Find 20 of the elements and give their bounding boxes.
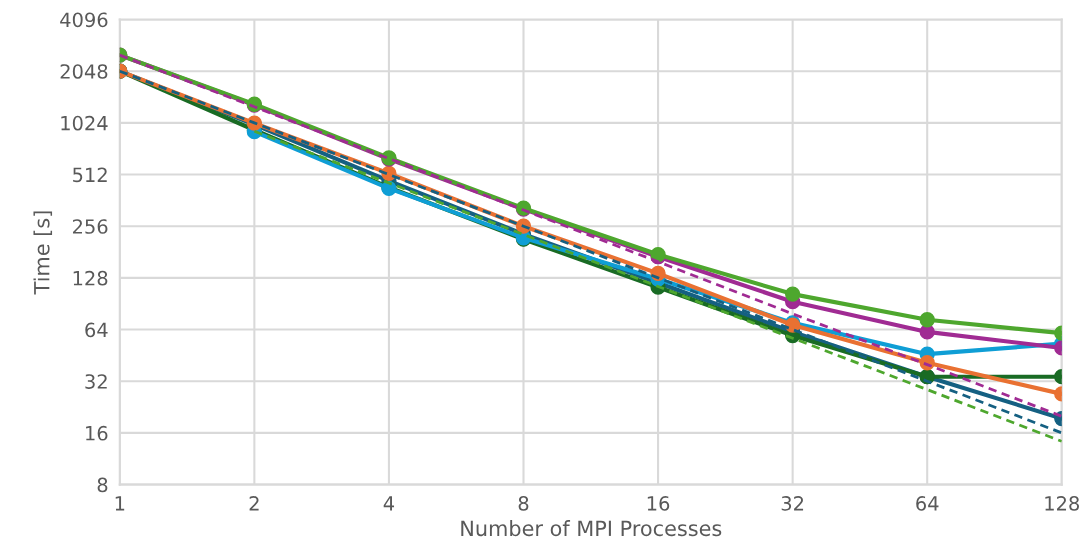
y-tick-label: 512 bbox=[73, 167, 107, 183]
x-tick-label: 16 bbox=[647, 496, 670, 511]
x-tick-label: 64 bbox=[916, 496, 939, 511]
y-tick-label: 16 bbox=[86, 425, 108, 441]
x-tick-label: 8 bbox=[518, 496, 529, 511]
y-tick-label: 2048 bbox=[60, 64, 108, 79]
y-tick-label: 256 bbox=[72, 219, 108, 234]
x-tick-label: 4 bbox=[383, 496, 395, 511]
x-tick-label: 1 bbox=[115, 496, 125, 511]
x-tick-label: 32 bbox=[781, 496, 804, 511]
y-tick-label: 128 bbox=[73, 270, 108, 286]
y-tick-label: 32 bbox=[85, 374, 107, 389]
x-tick-label: 128 bbox=[1045, 496, 1079, 511]
y-tick-label: 8 bbox=[97, 477, 108, 493]
y-tick-label: 4096 bbox=[60, 12, 108, 28]
y-axis-title: Time [s] bbox=[33, 211, 53, 295]
y-tick-label: 1024 bbox=[61, 115, 108, 131]
x-axis-title: Number of MPI Processes bbox=[461, 520, 722, 537]
x-tick-label: 2 bbox=[249, 496, 259, 511]
y-tick-label: 64 bbox=[85, 322, 108, 338]
